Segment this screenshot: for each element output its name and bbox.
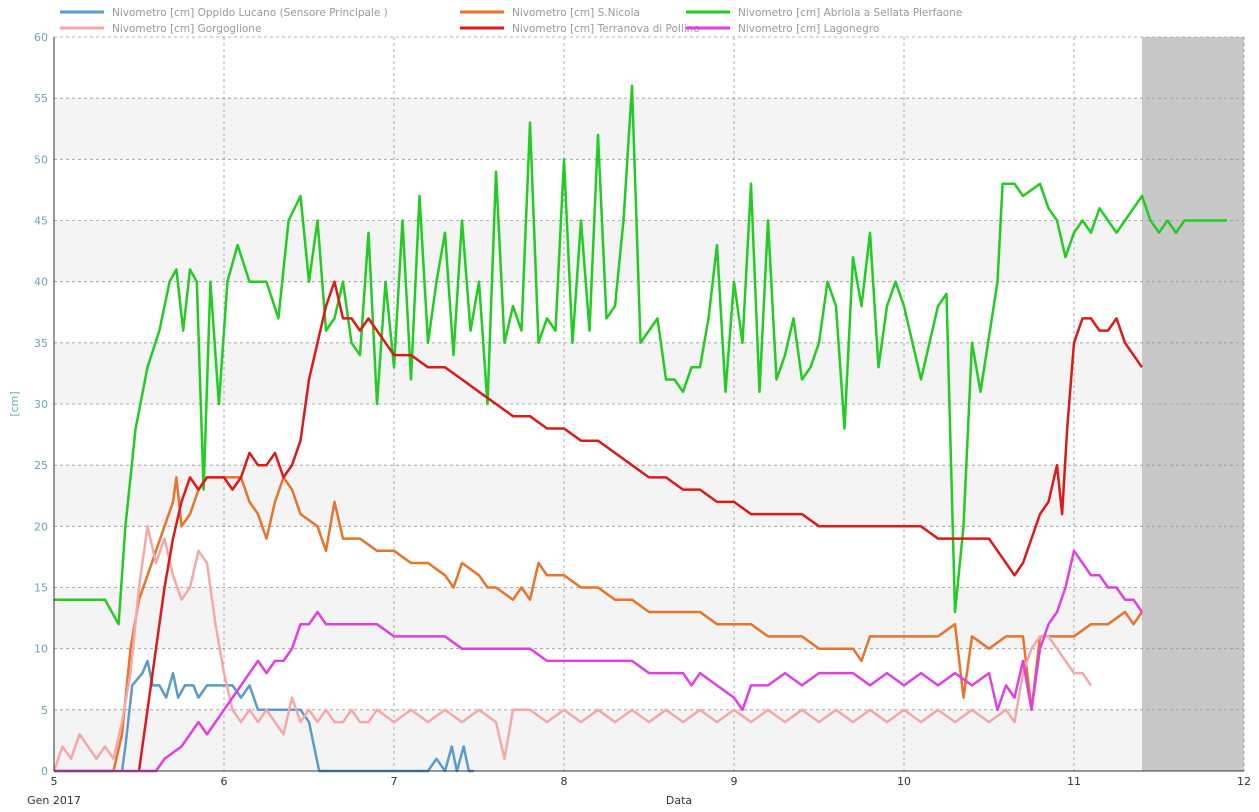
legend-label: Nivometro [cm] Oppido Lucano (Sensore Pr…	[112, 7, 388, 19]
y-axis-ticks: 0 5 10 15 20 25 30 35 40 45 50 55 60	[34, 31, 48, 778]
x-axis-start-label: Gen 2017	[27, 794, 81, 807]
plot-band	[54, 98, 1244, 160]
x-tick-label: 9	[731, 775, 738, 788]
plot-band	[54, 648, 1244, 710]
x-tick-label: 12	[1237, 775, 1251, 788]
y-tick-label: 55	[34, 92, 48, 105]
y-tick-label: 5	[41, 704, 48, 717]
x-tick-label: 6	[221, 775, 228, 788]
plot-bands	[54, 37, 1244, 771]
x-axis-ticks: 5 6 7 8 9 10 11 12	[51, 775, 1252, 788]
legend-label: Nivometro [cm] Abriola a Sellata Pierfao…	[738, 7, 962, 19]
y-tick-label: 25	[34, 459, 48, 472]
legend-label: Nivometro [cm] Lagonegro	[738, 23, 879, 35]
plot-band	[54, 159, 1244, 221]
no-data-region	[1142, 37, 1244, 771]
plot-band	[54, 37, 1244, 99]
y-tick-label: 10	[34, 643, 48, 656]
series-line	[54, 549, 1144, 773]
y-tick-label: 40	[34, 276, 48, 289]
x-tick-label: 7	[391, 775, 398, 788]
legend: Nivometro [cm] Oppido Lucano (Sensore Pr…	[60, 7, 962, 35]
y-axis-label: [cm]	[8, 391, 21, 416]
series-line	[54, 84, 1227, 626]
axes	[53, 37, 1244, 772]
x-axis-label: Data	[666, 794, 692, 807]
y-tick-label: 50	[34, 153, 48, 166]
plot-band	[54, 465, 1244, 527]
series-line	[120, 659, 474, 773]
plot-band	[54, 526, 1244, 588]
y-tick-label: 20	[34, 520, 48, 533]
legend-label: Nivometro [cm] Terranova di Pollino	[512, 23, 700, 35]
x-tick-label: 5	[51, 775, 58, 788]
y-tick-label: 0	[41, 765, 48, 778]
grid-lines	[53, 36, 1245, 772]
series-lines	[52, 84, 1227, 773]
legend-label: Nivometro [cm] Gorgoglione	[112, 23, 261, 35]
legend-label: Nivometro [cm] S.Nicola	[512, 7, 640, 19]
plot-band	[54, 342, 1244, 404]
series-line	[137, 280, 1144, 772]
plot-band	[54, 587, 1244, 649]
x-tick-label: 10	[897, 775, 911, 788]
y-tick-label: 15	[34, 582, 48, 595]
plot-band	[54, 281, 1244, 343]
no-data-rect	[1142, 37, 1244, 771]
y-tick-label: 60	[34, 31, 48, 44]
y-tick-label: 35	[34, 337, 48, 350]
y-tick-label: 30	[34, 398, 48, 411]
x-tick-label: 11	[1067, 775, 1081, 788]
plot-band	[54, 709, 1244, 771]
plot-band	[54, 220, 1244, 282]
x-tick-label: 8	[561, 775, 568, 788]
series-line	[52, 525, 1093, 772]
y-tick-label: 45	[34, 215, 48, 228]
